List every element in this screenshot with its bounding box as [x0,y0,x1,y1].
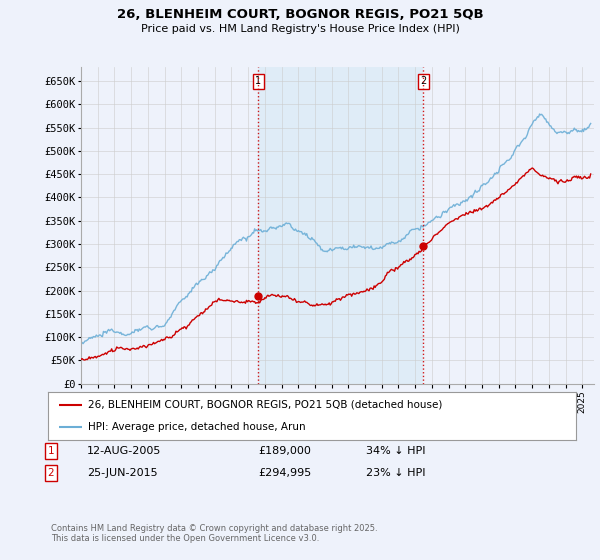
Text: 26, BLENHEIM COURT, BOGNOR REGIS, PO21 5QB: 26, BLENHEIM COURT, BOGNOR REGIS, PO21 5… [116,8,484,21]
Text: 34% ↓ HPI: 34% ↓ HPI [366,446,425,456]
Text: 12-AUG-2005: 12-AUG-2005 [87,446,161,456]
Text: 25-JUN-2015: 25-JUN-2015 [87,468,158,478]
Text: Contains HM Land Registry data © Crown copyright and database right 2025.
This d: Contains HM Land Registry data © Crown c… [51,524,377,543]
Text: 26, BLENHEIM COURT, BOGNOR REGIS, PO21 5QB (detached house): 26, BLENHEIM COURT, BOGNOR REGIS, PO21 5… [88,400,442,410]
Bar [259,67,423,384]
Text: HPI: Average price, detached house, Arun: HPI: Average price, detached house, Arun [88,422,305,432]
Text: 1: 1 [47,446,55,456]
Text: 2: 2 [47,468,55,478]
Text: Price paid vs. HM Land Registry's House Price Index (HPI): Price paid vs. HM Land Registry's House … [140,24,460,34]
Text: 23% ↓ HPI: 23% ↓ HPI [366,468,425,478]
Text: 2: 2 [420,76,427,86]
Text: 1: 1 [256,76,262,86]
Text: £294,995: £294,995 [258,468,311,478]
Text: £189,000: £189,000 [258,446,311,456]
